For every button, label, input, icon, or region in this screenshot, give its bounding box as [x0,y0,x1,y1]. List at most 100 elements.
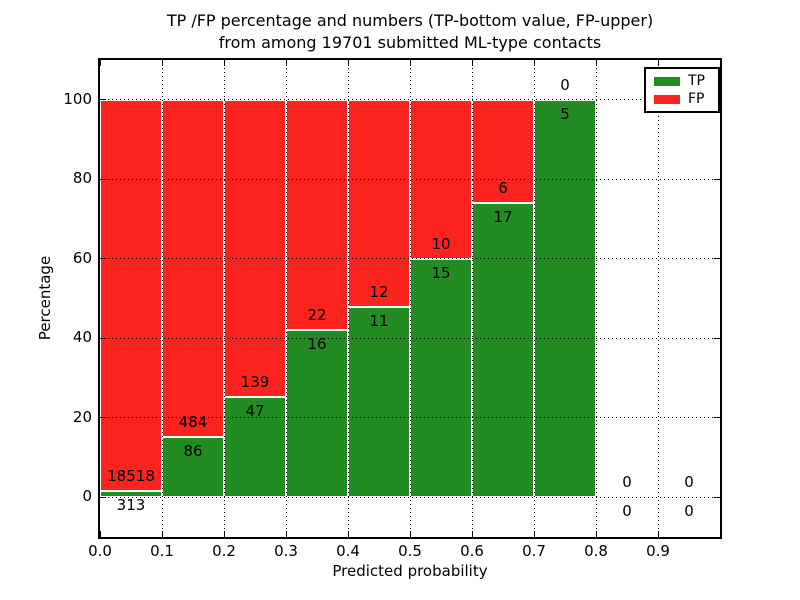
axis-tick [533,60,535,66]
fp-count-label: 12 [369,283,389,302]
axis-tick [100,337,106,339]
x-tick-label: 0.9 [646,542,670,560]
bar-fp-segment [100,99,162,491]
y-tick-label: 100 [63,89,92,108]
y-tick-label: 80 [72,169,92,188]
axis-tick [595,531,597,537]
tp-count-label: 5 [560,104,570,123]
axis-tick [223,60,225,66]
axis-tick [100,178,106,180]
gridline-vertical [657,60,659,537]
tp-count-label: 0 [622,502,632,521]
tp-count-label: 17 [493,208,513,227]
bar-fp-segment [162,99,224,438]
bar-fp-segment [286,99,348,330]
fp-count-label: 6 [498,179,508,198]
gridline-vertical [533,60,535,537]
gridline-vertical [347,60,349,537]
gridline-vertical [409,60,411,537]
tp-count-label: 0 [684,502,694,521]
gridline-vertical [595,60,597,537]
axis-tick [657,60,659,66]
x-tick-label: 0.0 [88,542,112,560]
bar-tp-segment [348,307,410,498]
tp-count-label: 313 [116,495,146,514]
axis-tick [471,531,473,537]
axis-tick [99,531,101,537]
tp-swatch-icon [654,76,680,86]
bar-tp-segment [472,203,534,498]
axis-tick [100,417,106,419]
x-tick-label: 0.7 [522,542,546,560]
tp-count-label: 16 [307,334,327,353]
x-tick-label: 0.6 [460,542,484,560]
legend-item-fp: FP [654,92,710,106]
y-tick-label: 20 [72,407,92,426]
legend-label-tp: TP [688,73,705,89]
axis-tick [285,60,287,66]
axis-tick [100,258,106,260]
axis-tick [161,60,163,66]
x-tick-label: 0.1 [150,542,174,560]
legend: TP FP [644,67,720,113]
axis-tick [657,531,659,537]
bar-fp-segment [472,99,534,204]
fp-count-label: 139 [240,372,270,391]
axis-tick [409,531,411,537]
x-tick-label: 0.4 [336,542,360,560]
y-axis-label: Percentage [36,255,54,341]
axis-tick [714,496,720,498]
fp-count-label: 10 [431,234,451,253]
axis-tick [285,531,287,537]
legend-item-tp: TP [654,74,710,88]
fp-count-label: 0 [684,473,694,492]
gridline-vertical [285,60,287,537]
gridline-vertical [161,60,163,537]
x-tick-label: 0.2 [212,542,236,560]
axis-tick [714,337,720,339]
axis-tick [595,60,597,66]
fp-count-label: 22 [307,305,327,324]
gridline-vertical [471,60,473,537]
y-tick-label: 40 [72,328,92,347]
legend-label-fp: FP [688,91,705,107]
gridline-vertical [223,60,225,537]
tp-count-label: 11 [369,312,389,331]
x-axis-label: Predicted probability [332,562,488,580]
bar-tp-segment [162,437,224,498]
x-tick-label: 0.8 [584,542,608,560]
chart-title: TP /FP percentage and numbers (TP-bottom… [166,11,654,52]
tp-count-label: 86 [183,442,203,461]
fp-count-label: 0 [622,473,632,492]
bar-tp-segment [410,258,472,498]
axis-tick [533,531,535,537]
bar-tp-segment [286,329,348,498]
axes-frame [98,58,722,539]
bar-tp-segment [534,99,596,498]
bar-tp-segment [224,396,286,498]
y-tick-label: 0 [82,487,92,506]
x-tick-label: 0.5 [398,542,422,560]
y-tick-label: 60 [72,248,92,267]
axis-tick [471,60,473,66]
fp-count-label: 0 [560,75,570,94]
axis-tick [99,60,101,66]
axis-tick [223,531,225,537]
axis-tick [714,178,720,180]
axis-tick [100,496,106,498]
tp-count-label: 47 [245,401,265,420]
axis-tick [714,417,720,419]
axis-tick [409,60,411,66]
fp-count-label: 18518 [107,466,155,485]
x-tick-label: 0.3 [274,542,298,560]
fp-count-label: 484 [178,413,208,432]
axis-tick [100,99,106,101]
axis-tick [347,60,349,66]
axis-tick [714,258,720,260]
axis-tick [161,531,163,537]
axis-tick [347,531,349,537]
tp-count-label: 15 [431,263,451,282]
fp-swatch-icon [654,94,680,104]
